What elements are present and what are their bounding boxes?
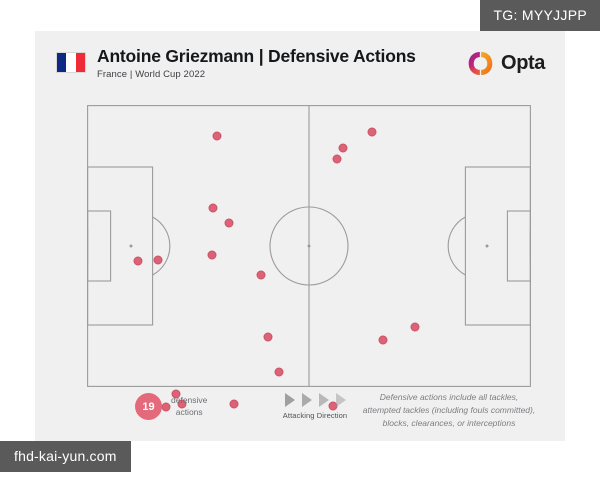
note-line-3: blocks, clearances, or interceptions bbox=[382, 418, 516, 429]
tg-tag-overlay: TG: MYYJJPP bbox=[480, 0, 600, 31]
count-label: defensive actions bbox=[171, 395, 207, 418]
title-block: Antoine Griezmann | Defensive Actions Fr… bbox=[97, 46, 416, 80]
note-line-1: Defensive actions include all tackles, bbox=[379, 392, 519, 402]
right-penalty-arc bbox=[447, 216, 466, 276]
right-goal bbox=[529, 229, 531, 263]
left-penalty-spot bbox=[129, 244, 133, 248]
opta-logo: Opta bbox=[467, 50, 545, 77]
left-penalty-area bbox=[87, 166, 154, 326]
left-goal bbox=[87, 229, 89, 263]
arrow-right-icon-3 bbox=[318, 393, 329, 407]
flag-stripe-blue bbox=[57, 53, 67, 72]
direction-arrows bbox=[260, 393, 370, 407]
site-watermark: fhd-kai-yun.com bbox=[0, 441, 131, 472]
pitch-container bbox=[87, 105, 531, 412]
card-header: Antoine Griezmann | Defensive Actions Fr… bbox=[35, 31, 565, 99]
count-label-line1: defensive bbox=[171, 395, 208, 406]
page-title: Antoine Griezmann | Defensive Actions bbox=[97, 46, 416, 66]
opta-mark-left-arc bbox=[468, 52, 480, 75]
flag-stripe-white bbox=[66, 53, 76, 72]
opta-mark-right-arc bbox=[481, 52, 493, 75]
right-six-yard-box bbox=[506, 210, 531, 282]
opta-wordmark: Opta bbox=[501, 52, 545, 74]
count-label-line2: actions bbox=[175, 406, 203, 417]
pitch-diagram bbox=[87, 105, 531, 387]
visualization-card: Antoine Griezmann | Defensive Actions Fr… bbox=[35, 31, 565, 441]
definition-note: Defensive actions include all tackles, a… bbox=[349, 391, 549, 431]
direction-legend: Attacking Direction bbox=[260, 393, 370, 420]
opta-mark-icon bbox=[468, 52, 493, 75]
arrow-right-icon-4 bbox=[335, 393, 346, 407]
right-penalty-spot bbox=[485, 244, 489, 248]
direction-label: Attacking Direction bbox=[282, 411, 348, 420]
france-flag-icon bbox=[56, 52, 86, 73]
note-line-2: attempted tackles (including fouls commi… bbox=[362, 405, 536, 416]
page-subtitle: France | World Cup 2022 bbox=[97, 69, 206, 81]
right-penalty-area bbox=[464, 166, 531, 326]
left-six-yard-box bbox=[87, 210, 112, 282]
count-legend: 19 defensive actions bbox=[135, 393, 207, 420]
arrow-right-icon-2 bbox=[301, 393, 312, 407]
arrow-right-icon-1 bbox=[284, 393, 295, 407]
flag-stripe-red bbox=[75, 53, 85, 72]
centre-spot bbox=[307, 244, 311, 248]
count-badge: 19 bbox=[135, 393, 162, 420]
centre-circle bbox=[269, 206, 349, 286]
card-footer: 19 defensive actions Attacking Direction… bbox=[35, 387, 565, 441]
opta-mark-center bbox=[477, 60, 484, 67]
left-penalty-arc bbox=[152, 216, 171, 276]
